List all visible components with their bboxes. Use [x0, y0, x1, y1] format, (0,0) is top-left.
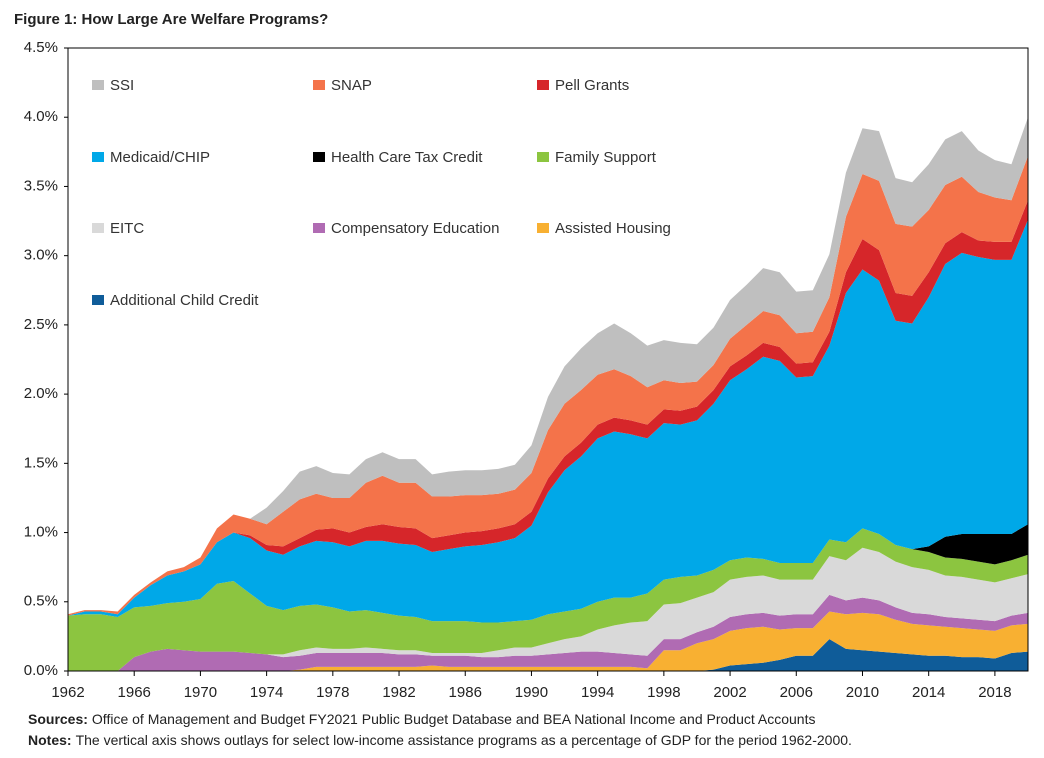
area [68, 611, 1028, 671]
legend-label: EITC [110, 220, 144, 237]
x-tick-label: 1978 [316, 684, 349, 701]
x-tick-label: 1970 [184, 684, 217, 701]
x-tick-label: 2006 [780, 684, 813, 701]
y-tick-label: 2.0% [24, 385, 58, 402]
legend-label: SNAP [331, 77, 372, 94]
chart-title: Figure 1: How Large Are Welfare Programs… [14, 11, 328, 28]
legend-swatch [92, 223, 104, 233]
sources-label: Sources: [28, 711, 88, 727]
y-tick-label: 1.0% [24, 524, 58, 541]
legend-label: SSI [110, 77, 134, 94]
area [68, 219, 1028, 623]
x-tick-label: 1982 [382, 684, 415, 701]
x-tick-label: 1994 [581, 684, 614, 701]
x-tick-label: 1974 [250, 684, 283, 701]
legend-label: Additional Child Credit [110, 292, 259, 309]
sources: Sources: Office of Management and Budget … [28, 711, 815, 727]
legend-swatch [313, 223, 325, 233]
area [68, 547, 1028, 671]
y-tick-label: 0.0% [24, 662, 58, 679]
legend-label: Compensatory Education [331, 220, 499, 237]
legend-swatch [537, 223, 549, 233]
x-tick-label: 1966 [118, 684, 151, 701]
notes-text: The vertical axis shows outlays for sele… [76, 732, 852, 748]
x-tick-label: 1998 [647, 684, 680, 701]
y-tick-label: 1.5% [24, 454, 58, 471]
legend-swatch [92, 295, 104, 305]
x-tick-label: 2010 [846, 684, 879, 701]
y-tick-label: 3.5% [24, 177, 58, 194]
notes: Notes: The vertical axis shows outlays fo… [28, 732, 852, 748]
legend-label: Assisted Housing [555, 220, 671, 237]
legend-swatch [92, 152, 104, 162]
area [68, 155, 1028, 616]
legend-label: Medicaid/CHIP [110, 149, 210, 166]
y-tick-label: 4.0% [24, 108, 58, 125]
area [68, 639, 1028, 671]
y-tick-label: 4.5% [24, 39, 58, 56]
x-tick-label: 1986 [449, 684, 482, 701]
x-tick-label: 1990 [515, 684, 548, 701]
legend-label: Family Support [555, 149, 657, 166]
area [68, 117, 1028, 615]
x-tick-label: 2018 [978, 684, 1011, 701]
y-tick-label: 3.0% [24, 247, 58, 264]
legend-swatch [92, 80, 104, 90]
x-tick-label: 2002 [713, 684, 746, 701]
notes-label: Notes: [28, 732, 72, 748]
area [68, 528, 1028, 671]
legend-swatch [537, 80, 549, 90]
y-tick-label: 2.5% [24, 316, 58, 333]
legend-label: Health Care Tax Credit [331, 149, 483, 166]
plot-border [67, 47, 1029, 672]
x-tick-label: 1962 [51, 684, 84, 701]
area [68, 594, 1028, 671]
legend-swatch [313, 80, 325, 90]
y-tick-label: 0.5% [24, 593, 58, 610]
x-tick-label: 2014 [912, 684, 945, 701]
legend-swatch [313, 152, 325, 162]
sources-text: Office of Management and Budget FY2021 P… [92, 711, 816, 727]
legend-label: Pell Grants [555, 77, 629, 94]
legend-swatch [537, 152, 549, 162]
